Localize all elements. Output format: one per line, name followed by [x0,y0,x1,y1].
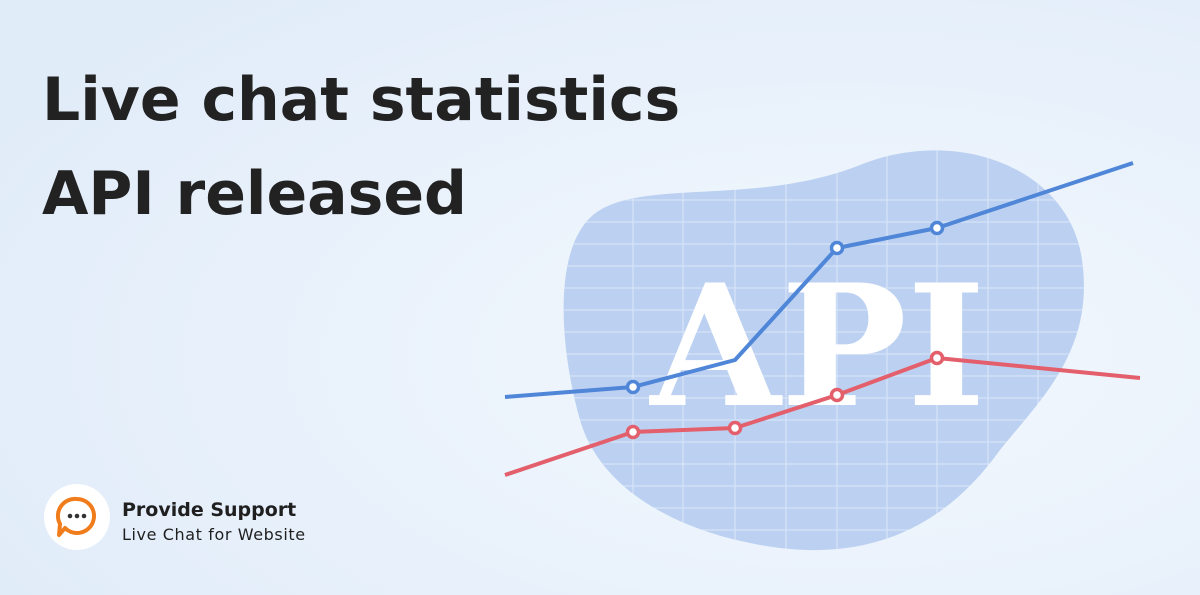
title-line: API released [42,159,467,229]
brand-name: Provide Support [122,499,296,521]
brand-tagline: Live Chat for Website [122,525,306,544]
api-label: API [648,247,985,445]
blob [563,150,1084,551]
points [625,220,945,440]
blue-line [504,161,1134,399]
title-line: Live chat statistics [42,65,680,135]
logo [44,484,110,550]
red-line [504,356,1141,477]
grid [563,150,1084,551]
illustration: API [504,150,1141,551]
